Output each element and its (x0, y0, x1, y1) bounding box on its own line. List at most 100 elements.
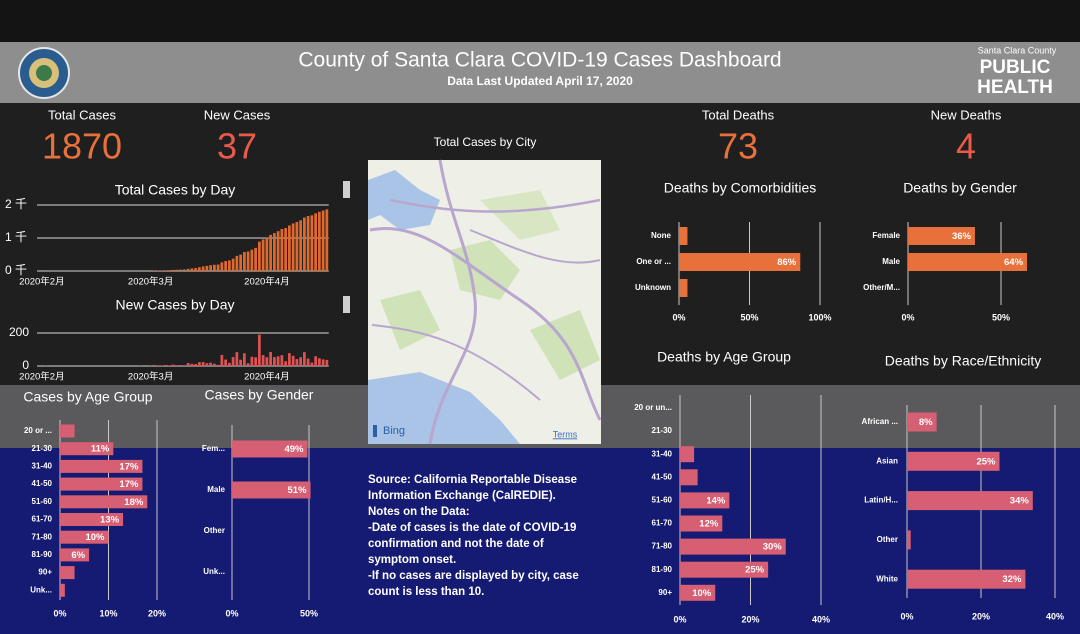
category-label: Unknown (635, 283, 671, 292)
seal-emblem (36, 65, 52, 81)
bar (213, 264, 216, 271)
note-line: count is less than 10. (368, 586, 484, 598)
value-label: 11% (91, 444, 110, 455)
x-tick-label: 2020年2月 (19, 276, 64, 288)
x-tick-label: 10% (99, 608, 117, 618)
bar (265, 357, 269, 366)
bar (231, 258, 235, 271)
category-label: Other (877, 535, 898, 544)
x-tick-label: 20% (148, 608, 166, 618)
note-line: Information Exchange (CalREDIE). (368, 490, 556, 502)
top-bar (0, 0, 1080, 42)
x-tick-label: 50% (740, 312, 758, 322)
scrollbar[interactable] (343, 296, 350, 313)
bar (243, 353, 246, 366)
bar (60, 477, 143, 491)
dashboard-title: County of Santa Clara COVID-19 Cases Das… (298, 49, 781, 72)
bar (907, 451, 1000, 471)
kpi-value: 4 (956, 126, 976, 167)
map-road (369, 227, 602, 421)
category-label: 31-40 (652, 449, 673, 458)
bar (907, 491, 1033, 511)
category-label: White (876, 574, 898, 583)
bar (179, 269, 182, 271)
bar (299, 220, 302, 271)
bar (224, 359, 227, 366)
chart-title: Deaths by Race/Ethnicity (885, 353, 1041, 369)
category-label: 81-90 (32, 550, 53, 559)
map-terms-link[interactable]: Terms (553, 429, 578, 439)
x-tick-label: 0% (901, 312, 914, 322)
bar (216, 364, 220, 366)
map[interactable]: Bing Terms (368, 159, 602, 445)
note-line: -If no cases are displayed by city, case (368, 570, 579, 582)
brand-line2: HEALTH (977, 77, 1053, 98)
bar (321, 359, 325, 366)
bar (239, 359, 242, 366)
bar (288, 225, 291, 271)
bar (232, 440, 308, 458)
bar (679, 227, 688, 245)
bar (273, 233, 276, 271)
kpi-value: 73 (718, 126, 758, 167)
chart-title: Deaths by Comorbidities (664, 180, 817, 196)
bar (679, 253, 801, 271)
bar (325, 209, 329, 271)
bar (284, 361, 287, 366)
category-label: 61-70 (32, 515, 53, 524)
category-label: Male (207, 485, 225, 494)
bar (194, 267, 197, 271)
category-label: Female (872, 231, 900, 240)
value-label: 17% (119, 461, 139, 472)
bar (314, 356, 317, 366)
dashboard-subtitle: Data Last Updated April 17, 2020 (447, 74, 633, 88)
bar (303, 352, 306, 366)
bar (164, 365, 167, 366)
bar (60, 495, 148, 509)
kpi-value: 37 (217, 126, 257, 167)
bar (220, 354, 224, 366)
category-label: 21-30 (32, 444, 53, 453)
bar (291, 355, 295, 366)
x-tick-label: 0% (53, 608, 66, 618)
y-tick-label: 0 (22, 358, 29, 372)
category-label: Asian (876, 456, 898, 465)
value-label: 51% (288, 485, 308, 496)
value-label: 10% (692, 588, 712, 599)
bar (680, 538, 786, 555)
bar (907, 530, 911, 550)
category-label: 20 or ... (24, 426, 52, 435)
bar (213, 363, 216, 366)
bar (60, 530, 109, 544)
value-label: 64% (1004, 257, 1024, 268)
bar (209, 265, 212, 271)
x-tick-label: 0% (225, 608, 238, 618)
category-label: 71-80 (32, 532, 53, 541)
bar (171, 364, 175, 366)
bar (321, 210, 325, 271)
category-label: Latin/H... (864, 496, 898, 505)
bar (314, 213, 317, 271)
map-park (480, 190, 560, 240)
bar (284, 228, 287, 271)
bar (908, 227, 975, 245)
category-label: None (651, 231, 672, 240)
category-label: 31-40 (32, 462, 53, 471)
bar (60, 583, 65, 597)
bar (269, 234, 272, 271)
county-seal (18, 47, 70, 99)
scrollbar[interactable] (343, 181, 350, 198)
kpi-label: Total Deaths (702, 107, 775, 122)
y-tick-label: 1 千 (5, 230, 27, 244)
category-label: Fem... (202, 444, 225, 453)
bar (273, 357, 276, 366)
category-label: One or ... (636, 257, 671, 266)
bar (907, 569, 1026, 589)
x-tick-label: 0% (900, 611, 913, 621)
chart-title: Cases by Gender (205, 387, 314, 403)
x-tick-label: 100% (808, 312, 831, 322)
bar (190, 268, 194, 271)
bar (168, 270, 171, 271)
note-line: symptom onset. (368, 554, 456, 566)
